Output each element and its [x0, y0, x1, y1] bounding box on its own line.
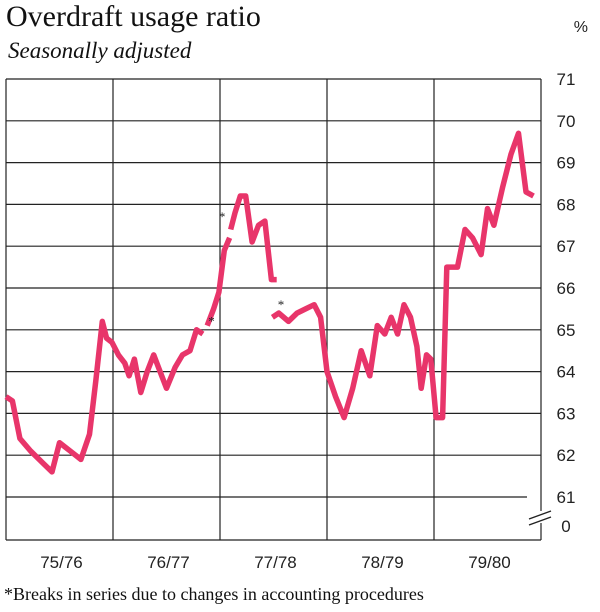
y-tick-label: 66 — [557, 279, 576, 298]
x-tick-label: 75/76 — [40, 553, 83, 572]
chart-title: Overdraft usage ratio — [6, 0, 261, 33]
y-tick-label: 69 — [557, 154, 576, 173]
axis-break-gap — [527, 511, 555, 523]
x-tick-label: 76/77 — [147, 553, 190, 572]
y-tick-label: 68 — [557, 195, 576, 214]
break-marker: * — [278, 297, 285, 312]
y-tick-label: 62 — [557, 446, 576, 465]
series-line-segment — [270, 130, 535, 421]
axis-label-layer: % 0 61 62 63 64 65 66 67 68 69 70 71 75/76 76/77 77/7… — [40, 19, 588, 572]
axis-break-mark — [528, 516, 552, 526]
break-marker: * — [219, 209, 226, 224]
break-marker-layer: * * * — [208, 209, 284, 329]
series-line-segment — [204, 236, 233, 327]
y-tick-label: 65 — [557, 321, 576, 340]
grid-layer — [5, 78, 555, 541]
y-axis-unit-label: % — [574, 19, 588, 36]
y-tick-label: 70 — [557, 112, 576, 131]
y-tick-zero-label: 0 — [561, 517, 570, 536]
chart-subtitle: Seasonally adjusted — [8, 38, 192, 63]
break-marker: * — [208, 314, 215, 329]
y-tick-label: 67 — [557, 237, 576, 256]
series-line-segment — [228, 193, 277, 283]
axis-break-mark — [528, 510, 552, 520]
series-layer — [4, 130, 535, 475]
x-tick-label: 77/78 — [254, 553, 297, 572]
y-tick-label: 71 — [557, 70, 576, 89]
x-tick-label: 78/79 — [361, 553, 404, 572]
x-tick-label: 79/80 — [468, 553, 511, 572]
series-line-segment — [4, 318, 205, 475]
y-tick-label: 64 — [557, 363, 576, 382]
footnote: *Breaks in series due to changes in acco… — [4, 584, 424, 604]
y-tick-label: 61 — [557, 488, 576, 507]
y-tick-label: 63 — [557, 404, 576, 423]
